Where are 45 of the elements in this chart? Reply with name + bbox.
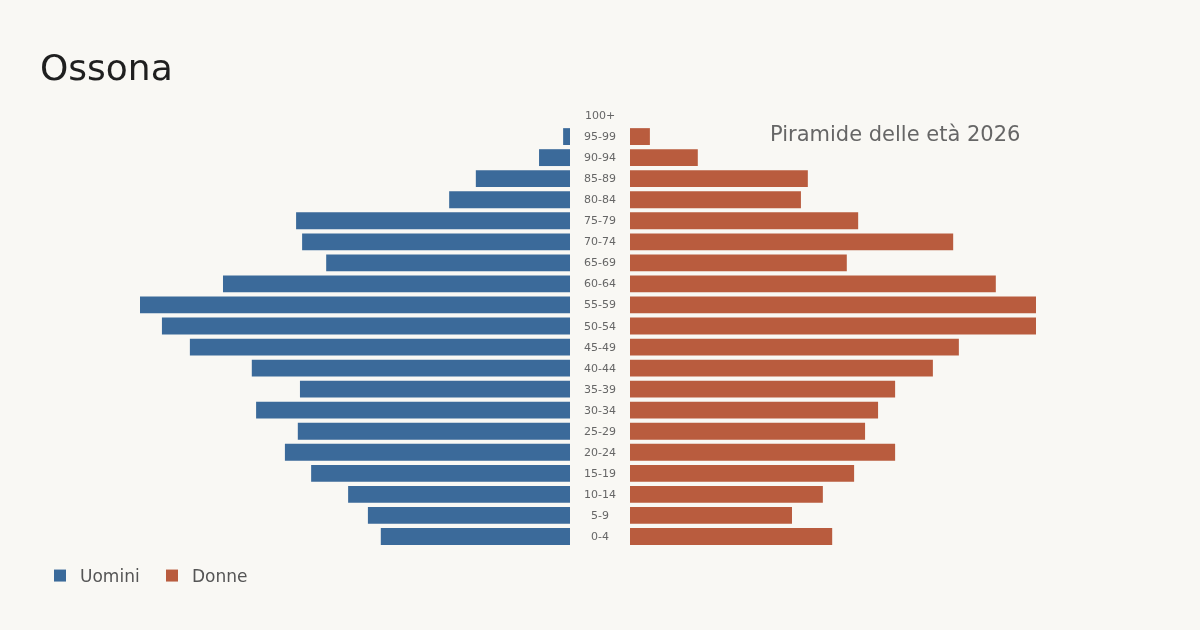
bar [630,149,698,167]
bar [630,338,959,356]
y-tick-label: 95-99 [584,130,616,143]
y-tick-label: 25-29 [584,425,616,438]
y-tick-label: 50-54 [584,320,616,333]
y-tick-label: 85-89 [584,172,616,185]
bar [630,212,859,230]
y-tick-label: 30-34 [584,404,616,417]
y-tick-label: 90-94 [584,151,616,164]
bar [630,507,792,524]
y-tick-label: 40-44 [584,362,616,375]
bar [630,528,833,545]
bar [630,170,808,188]
chart-title: Ossona [40,46,173,88]
bar [630,464,855,482]
legend-label: Uomini [80,566,140,587]
y-tick-label: 55-59 [584,298,616,311]
y-tick-label: 65-69 [584,256,616,269]
y-tick-label: 20-24 [584,446,616,459]
bar [630,254,847,272]
bar [630,401,879,419]
bar [630,128,650,145]
y-tick-label: 45-49 [584,341,616,354]
bar [630,233,954,251]
bar [630,359,933,377]
y-tick-label: 100+ [585,109,616,122]
y-tick-label: 60-64 [584,277,616,290]
y-tick-label: 70-74 [584,235,616,248]
text: Piramide delle età 2026 [770,122,1021,146]
bar [630,485,823,503]
bar [630,317,1036,335]
bar [630,191,801,209]
y-tick-label: 15-19 [584,467,616,480]
bar [630,380,896,398]
bar [630,296,1036,314]
y-tick-label: 75-79 [584,214,616,227]
y-tick-label: 10-14 [584,488,616,501]
bar [630,275,996,293]
y-tick-label: 80-84 [584,193,616,206]
legend-label: Donne [192,566,248,587]
bar [630,443,896,461]
y-tick-label: 5-9 [591,509,609,522]
y-tick-label: 0-4 [591,530,609,543]
y-tick-label: 35-39 [584,383,616,396]
bar [630,422,866,440]
